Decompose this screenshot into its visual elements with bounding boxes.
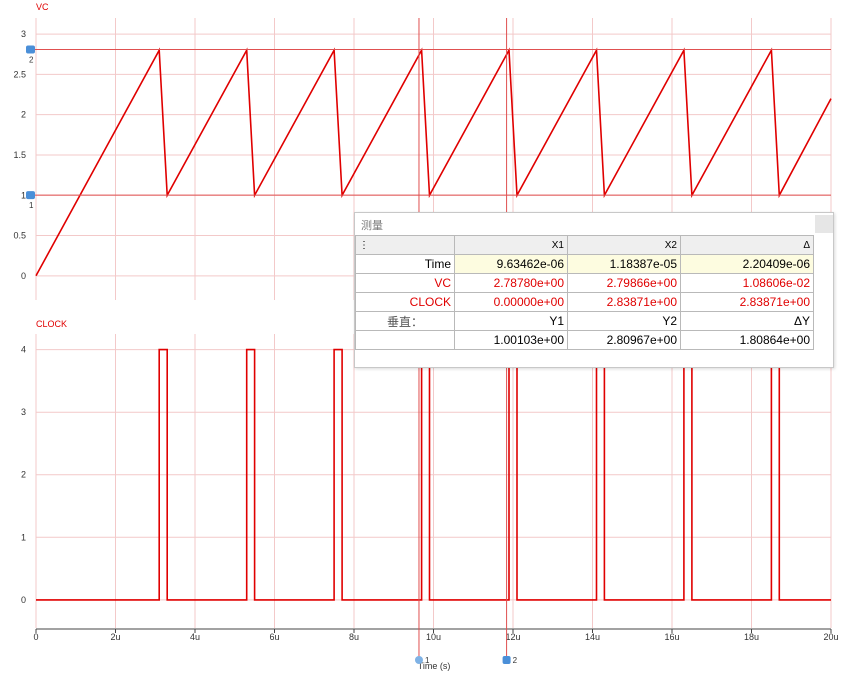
table-row-vertical-header: 垂直： Y1 Y2 ΔY — [355, 311, 814, 331]
row-label-vc: VC — [355, 273, 455, 293]
vc-delta-value: 1.08606e-02 — [680, 273, 814, 293]
clock-ytick-label: 3 — [21, 407, 26, 417]
x-cursor-handle-1 — [414, 656, 423, 664]
y-cursor-label-2: 2 — [29, 55, 34, 64]
clock-trace — [36, 348, 831, 601]
x-tick-label: 12u — [505, 632, 520, 642]
measurement-panel-title: 测量 — [361, 220, 383, 232]
row-label-vertical: 垂直： — [355, 311, 455, 331]
y-cursor-label-1: 1 — [29, 201, 34, 210]
vc-ytick-label: 1.5 — [13, 150, 26, 160]
menu-dots-icon[interactable]: ⋮ — [355, 235, 455, 255]
header-x1: X1 — [454, 235, 568, 255]
panel-corner-button[interactable] — [815, 215, 833, 233]
vc-ytick-label: 2.5 — [13, 69, 26, 79]
vc-ytick-label: 2 — [21, 110, 26, 120]
clock-delta-value: 2.83871e+00 — [680, 292, 814, 312]
x-tick-label: 4u — [190, 632, 200, 642]
clock-panel-title: CLOCK — [36, 319, 68, 329]
x-cursor-label-2: 2 — [513, 656, 518, 665]
x-cursor-handle-2 — [502, 656, 511, 664]
x-tick-label: 6u — [269, 632, 279, 642]
table-row-clock: CLOCK 0.00000e+00 2.83871e+00 2.83871e+0… — [355, 292, 814, 312]
clock-ytick-label: 1 — [21, 532, 26, 542]
vc-trace — [35, 47, 832, 277]
measurement-panel[interactable]: 测量 ⋮ X1 X2 Δ Time 9.63462e-06 1.18387e-0… — [354, 212, 834, 368]
table-header-row: ⋮ X1 X2 Δ — [355, 235, 814, 255]
row-label-time: Time — [355, 254, 455, 274]
row-label-empty — [355, 330, 455, 350]
y-cursor-handle-1 — [26, 191, 35, 200]
x-tick-label: 20u — [823, 632, 838, 642]
vc-ytick-label: 0 — [21, 271, 26, 281]
x-tick-label: 14u — [585, 632, 600, 642]
time-delta-value: 2.20409e-06 — [680, 254, 814, 274]
x-tick-label: 10u — [426, 632, 441, 642]
clock-x2-value: 2.83871e+00 — [567, 292, 681, 312]
time-x2-value[interactable]: 1.18387e-05 — [567, 254, 681, 274]
x-tick-label: 2u — [110, 632, 120, 642]
header-x2: X2 — [567, 235, 681, 255]
measurement-table: ⋮ X1 X2 Δ Time 9.63462e-06 1.18387e-05 2… — [355, 235, 814, 350]
y1-value[interactable]: 1.00103e+00 — [454, 330, 568, 350]
table-row-vc: VC 2.78780e+00 2.79866e+00 1.08606e-02 — [355, 273, 814, 293]
x-axis-label: Time (s) — [418, 661, 451, 671]
x-tick-label: 8u — [349, 632, 359, 642]
clock-ytick-label: 0 — [21, 595, 26, 605]
header-delta: Δ — [680, 235, 814, 255]
vc-ytick-label: 0.5 — [13, 231, 26, 241]
table-row-vertical-values: 1.00103e+00 2.80967e+00 1.80864e+00 — [355, 330, 814, 350]
x-tick-label: 0 — [33, 632, 38, 642]
x-tick-label: 18u — [744, 632, 759, 642]
delta-y-value: 1.80864e+00 — [680, 330, 814, 350]
y-cursor-handle-2 — [26, 45, 35, 54]
vc-ytick-label: 1 — [21, 190, 26, 200]
header-y1: Y1 — [454, 311, 568, 331]
vc-ytick-label: 3 — [21, 29, 26, 39]
x-cursor-label-1: 1 — [425, 656, 430, 665]
y2-value[interactable]: 2.80967e+00 — [567, 330, 681, 350]
clock-x1-value: 0.00000e+00 — [454, 292, 568, 312]
clock-ytick-label: 4 — [21, 345, 26, 355]
header-delta-y: ΔY — [680, 311, 814, 331]
vc-x1-value: 2.78780e+00 — [454, 273, 568, 293]
x-tick-label: 16u — [664, 632, 679, 642]
time-x1-value[interactable]: 9.63462e-06 — [454, 254, 568, 274]
clock-ytick-label: 2 — [21, 470, 26, 480]
header-y2: Y2 — [567, 311, 681, 331]
vc-panel-title: VC — [36, 2, 49, 12]
vc-x2-value: 2.79866e+00 — [567, 273, 681, 293]
table-row-time: Time 9.63462e-06 1.18387e-05 2.20409e-06 — [355, 254, 814, 274]
row-label-clock: CLOCK — [355, 292, 455, 312]
